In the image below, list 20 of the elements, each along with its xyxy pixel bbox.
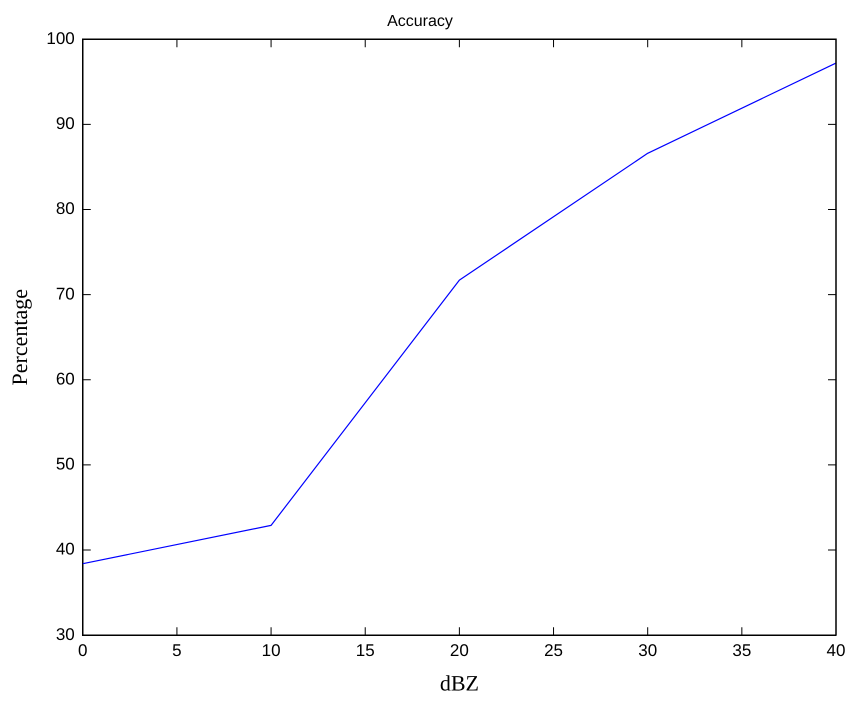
y-tick-label: 90 <box>56 114 75 134</box>
y-axis-title: Percentage <box>6 288 32 386</box>
x-tick-label: 30 <box>638 641 658 660</box>
x-axis-title: dBZ <box>440 670 479 696</box>
y-tick-label: 50 <box>56 454 75 474</box>
x-tick-label: 35 <box>732 641 752 660</box>
y-tick-label: 30 <box>56 624 75 644</box>
x-tick-label: 5 <box>172 641 182 660</box>
x-tick-label: 10 <box>262 641 281 660</box>
x-tick-label: 0 <box>78 641 88 660</box>
y-tick-label: 80 <box>56 199 75 218</box>
x-tick-label: 15 <box>356 641 375 660</box>
x-tick-label: 40 <box>826 641 846 660</box>
y-tick-label: 70 <box>56 284 75 304</box>
y-tick-label: 40 <box>56 540 75 559</box>
x-tick-label: 20 <box>450 641 469 660</box>
chart-title: Accuracy <box>387 13 453 30</box>
x-tick-label: 25 <box>544 641 563 660</box>
y-tick-label: 60 <box>56 369 75 388</box>
y-tick-label: 100 <box>46 28 75 48</box>
